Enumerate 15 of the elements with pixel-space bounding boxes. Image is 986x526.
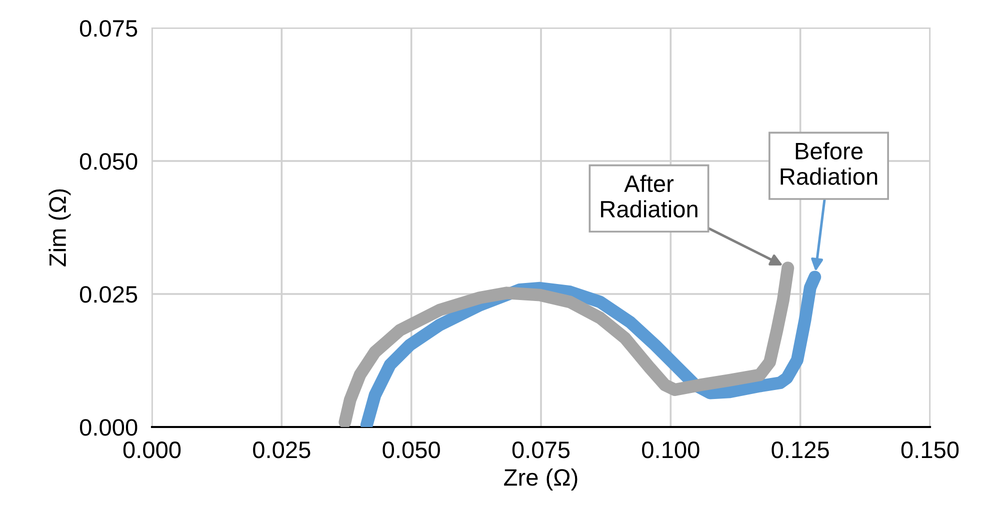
x-axis-title: Zre (Ω) [504, 468, 578, 490]
y-tick-label: 0.025 [80, 286, 138, 303]
x-tick-label: 0.125 [772, 442, 829, 458]
y-tick-label: 0.000 [80, 419, 138, 436]
annotation: After Radiation [601, 174, 698, 218]
x-tick-label: 0.000 [123, 442, 181, 458]
x-tick-label: 0.075 [512, 442, 570, 458]
x-tick-label: 0.050 [382, 442, 440, 458]
y-axis-title: Zim (Ω) [48, 189, 71, 266]
y-tick-label: 0.075 [80, 20, 138, 37]
annotation: Before Radiation [780, 142, 878, 185]
y-tick-label: 0.050 [80, 153, 138, 170]
x-tick-label: 0.100 [642, 442, 700, 458]
x-tick-label: 0.025 [253, 442, 310, 458]
x-tick-label: 0.150 [901, 442, 959, 458]
